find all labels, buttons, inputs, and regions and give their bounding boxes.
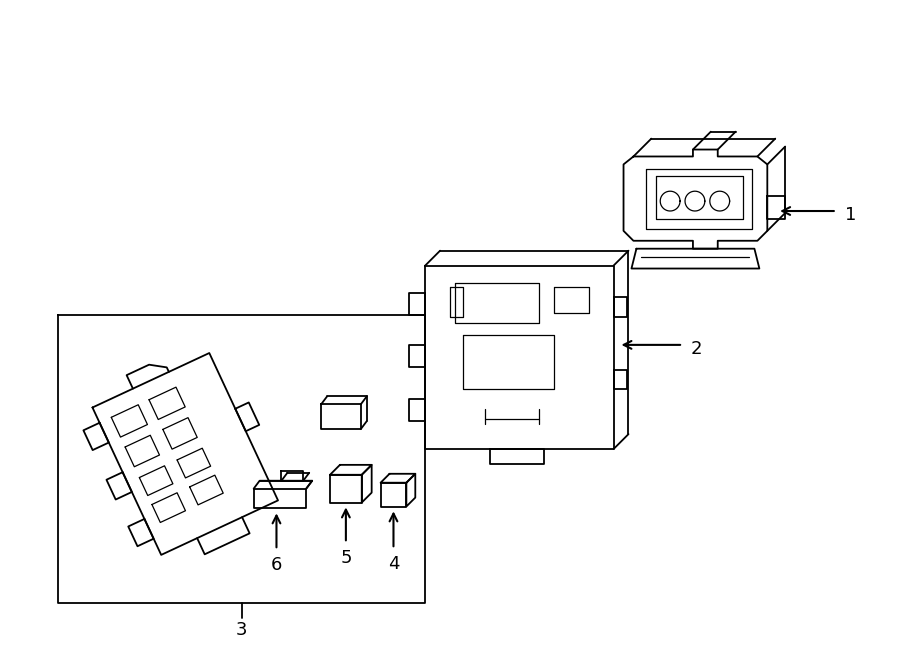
- Text: 5: 5: [340, 549, 352, 567]
- Text: 2: 2: [691, 340, 703, 358]
- Text: 3: 3: [236, 621, 248, 639]
- Text: 4: 4: [388, 555, 400, 573]
- Text: 1: 1: [845, 206, 856, 224]
- Text: 6: 6: [271, 556, 283, 574]
